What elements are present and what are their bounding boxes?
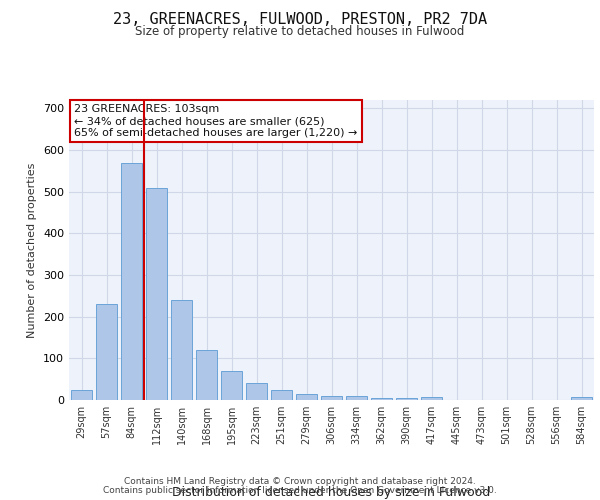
Bar [71,390,92,400]
Text: 23 GREENACRES: 103sqm
← 34% of detached houses are smaller (625)
65% of semi-det: 23 GREENACRES: 103sqm ← 34% of detached … [74,104,358,138]
Bar [196,350,217,400]
Bar [371,398,392,400]
Bar [421,396,442,400]
Text: Contains HM Land Registry data © Crown copyright and database right 2024.: Contains HM Land Registry data © Crown c… [124,477,476,486]
Bar [96,304,117,400]
Bar [571,396,592,400]
Text: 23, GREENACRES, FULWOOD, PRESTON, PR2 7DA: 23, GREENACRES, FULWOOD, PRESTON, PR2 7D… [113,12,487,28]
Y-axis label: Number of detached properties: Number of detached properties [28,162,37,338]
X-axis label: Distribution of detached houses by size in Fulwood: Distribution of detached houses by size … [172,486,491,499]
Bar [246,384,267,400]
Bar [296,394,317,400]
Text: Size of property relative to detached houses in Fulwood: Size of property relative to detached ho… [136,25,464,38]
Bar [121,162,142,400]
Bar [396,398,417,400]
Bar [321,396,342,400]
Text: Contains public sector information licensed under the Open Government Licence v3: Contains public sector information licen… [103,486,497,495]
Bar [146,188,167,400]
Bar [346,396,367,400]
Bar [171,300,192,400]
Bar [221,371,242,400]
Bar [271,390,292,400]
